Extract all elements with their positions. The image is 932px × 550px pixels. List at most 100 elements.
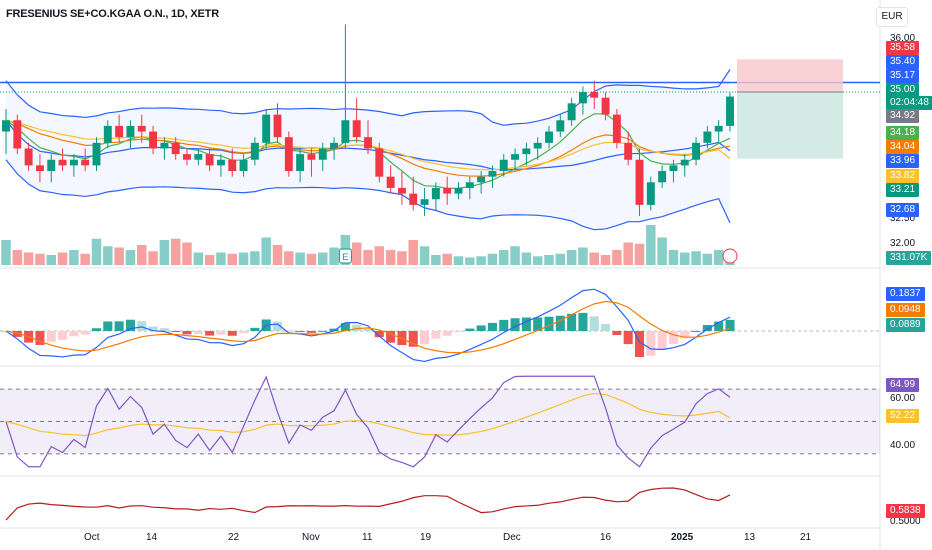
macd-histogram-bar <box>623 331 633 345</box>
bollinger-lower-line <box>5 159 731 231</box>
volume-bar <box>668 250 679 265</box>
candle-body <box>352 120 361 138</box>
candle-body <box>703 131 712 143</box>
macd-histogram-bar <box>352 324 362 331</box>
price-axis-label: 32.00 <box>890 238 916 249</box>
candle-body <box>477 176 486 183</box>
candle-body <box>205 154 214 166</box>
macd-histogram-bar <box>35 331 45 345</box>
volume-bar <box>12 250 23 265</box>
candle-body <box>488 171 497 177</box>
macd-histogram-bar <box>272 321 283 331</box>
volume-bar <box>216 252 226 265</box>
macd-histogram-bar <box>567 313 577 331</box>
price-tag: 331.07K <box>886 251 932 265</box>
volume-bar <box>363 250 373 265</box>
candle-body <box>58 159 67 166</box>
volume-bar <box>442 253 452 265</box>
volume-bar <box>578 247 588 265</box>
time-axis-label: Oct <box>84 532 100 543</box>
volume-bar <box>600 255 611 265</box>
candle-body <box>375 148 384 177</box>
rsi-axis-label: 40.00 <box>890 440 916 451</box>
macd-histogram-bar <box>612 331 622 336</box>
price-tag: 02:04:48 <box>886 96 932 110</box>
candle-body <box>658 171 667 183</box>
dividend-icon <box>722 248 738 264</box>
candle-body <box>69 159 78 166</box>
candle-body <box>397 187 406 194</box>
volume-bar <box>351 242 362 265</box>
candle-body <box>318 148 327 160</box>
macd-histogram-bar <box>148 326 158 331</box>
time-axis-label: Dec <box>503 532 521 543</box>
macd-histogram-bar <box>69 331 79 337</box>
volume-bar <box>544 255 554 265</box>
candle-body <box>92 142 101 166</box>
stop-loss-zone <box>737 59 843 93</box>
bottom-indicator-tag: 0.5838 <box>886 504 925 518</box>
macd-histogram-bar <box>340 323 350 331</box>
candle-body <box>420 199 429 205</box>
currency-button[interactable]: EUR <box>876 7 908 27</box>
macd-histogram-bar <box>318 330 328 332</box>
price-tag: 35.40 <box>886 55 920 69</box>
price-axis-label: 32.50 <box>890 213 916 224</box>
volume-bar <box>35 253 45 265</box>
macd-histogram-bar <box>295 331 305 332</box>
macd-histogram-bar <box>646 331 656 356</box>
macd-histogram-bar <box>12 331 22 337</box>
target-zone <box>737 92 843 159</box>
bollinger-upper-line <box>5 69 731 126</box>
candle-body <box>24 148 33 166</box>
candle-body <box>13 120 22 149</box>
candle-body <box>680 159 689 166</box>
candle-body <box>341 120 350 143</box>
candle-body <box>364 137 372 149</box>
macd-histogram-bar <box>714 321 724 331</box>
candle-body <box>228 159 237 172</box>
candle-body <box>239 159 248 172</box>
price-tag: 35.17 <box>886 69 920 83</box>
volume-bar <box>408 240 419 265</box>
candle-body <box>624 142 633 160</box>
price-tag: 34.18 <box>886 126 920 140</box>
macd-histogram-bar <box>578 312 588 331</box>
candle-body <box>194 154 203 160</box>
macd-tag: 0.1837 <box>886 287 925 301</box>
candle-body <box>386 176 395 188</box>
macd-histogram-bar <box>657 331 667 351</box>
volume-bar <box>555 253 566 265</box>
macd-histogram-bar <box>284 330 294 332</box>
candle-body <box>262 114 271 143</box>
volume-bar <box>612 250 622 265</box>
macd-histogram-bar <box>91 328 102 331</box>
macd-histogram-bar <box>702 324 712 331</box>
macd-histogram-bar <box>58 331 68 340</box>
volume-bar <box>69 250 79 265</box>
time-axis-label: 13 <box>744 532 756 543</box>
volume-bar <box>465 257 475 265</box>
rsi-tag: 64.99 <box>886 378 920 392</box>
macd-line <box>5 288 731 363</box>
time-axis-label: 19 <box>420 532 432 543</box>
time-axis-label: Nov <box>302 532 320 543</box>
price-tag: 33.96 <box>886 154 920 168</box>
price-tag: 33.21 <box>886 183 920 197</box>
volume-bar <box>702 253 713 265</box>
candle-body <box>465 182 474 188</box>
candle-body <box>499 159 508 172</box>
price-tag: 33.82 <box>886 169 920 183</box>
volume-bar <box>1 240 11 265</box>
earnings-marker-label: E <box>342 252 348 262</box>
volume-bar <box>238 252 249 265</box>
macd-histogram-bar <box>386 331 396 343</box>
time-axis-label: 14 <box>146 532 158 543</box>
volume-bar <box>80 253 90 265</box>
macd-histogram-bar <box>634 331 645 358</box>
candle-body <box>149 131 158 149</box>
candle-body <box>443 187 452 194</box>
candle-body <box>137 125 146 132</box>
volume-bar <box>374 246 385 265</box>
